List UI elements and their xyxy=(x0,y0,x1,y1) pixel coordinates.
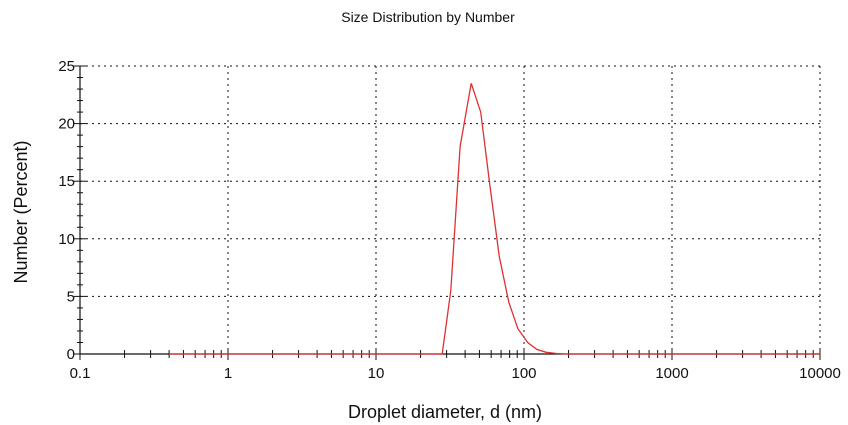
tick-labels: 0.1 1 10 100 1000 10000 0 5 10 15 20 25 xyxy=(58,58,841,382)
x-tick-label: 100 xyxy=(511,365,536,382)
x-tick-label: 10 xyxy=(368,365,385,382)
y-tick-label: 20 xyxy=(58,116,75,133)
x-tick-label: 1 xyxy=(224,365,232,382)
x-tick-label: 1000 xyxy=(655,365,688,382)
chart-title: Size Distribution by Number xyxy=(341,9,515,25)
y-axis-title: Number (Percent) xyxy=(11,140,31,283)
y-tick-label: 25 xyxy=(58,58,75,75)
y-tick-label: 0 xyxy=(67,346,75,363)
grid-lines xyxy=(80,65,821,354)
y-tick-label: 10 xyxy=(58,231,75,248)
x-tick-label: 10000 xyxy=(799,365,841,382)
y-tick-label: 15 xyxy=(58,173,75,190)
x-axis-title: Droplet diameter, d (nm) xyxy=(348,402,542,422)
x-tick-label: 0.1 xyxy=(70,365,91,382)
series-line xyxy=(169,83,820,355)
series-layer xyxy=(169,83,820,355)
y-tick-label: 5 xyxy=(67,288,75,305)
